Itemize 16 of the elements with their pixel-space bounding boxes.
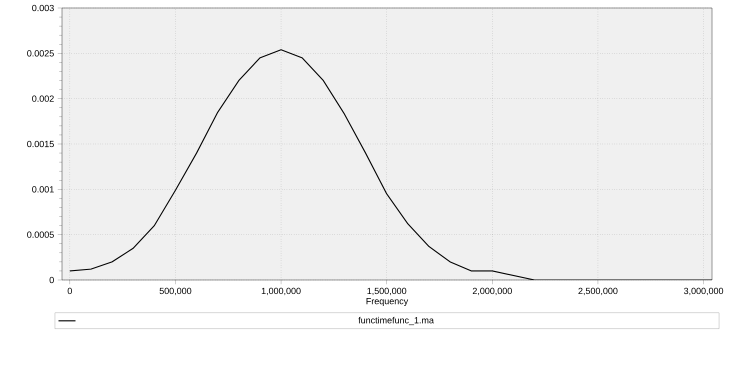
y-tick-label: 0.002 xyxy=(32,95,54,102)
x-tick-label: 500,000 xyxy=(160,288,192,296)
y-tick-label: 0.0025 xyxy=(27,50,54,57)
y-tick-label: 0 xyxy=(50,276,54,284)
x-axis-title: Frequency xyxy=(366,298,408,306)
x-tick-label: 3,000,000 xyxy=(684,288,724,296)
x-tick-label: 2,000,000 xyxy=(472,288,512,296)
y-tick-label: 0.003 xyxy=(32,4,54,12)
x-tick-label: 2,500,000 xyxy=(578,288,618,296)
x-tick-label: 1,500,000 xyxy=(367,288,406,296)
y-tick-label: 0.0015 xyxy=(27,140,54,148)
text: functimefunc_1.ma xyxy=(358,316,434,326)
y-tick-label: 0.0005 xyxy=(27,231,54,238)
x-tick-label: 0 xyxy=(68,288,72,294)
x-tick-label: 1,000,000 xyxy=(262,288,301,296)
y-tick-label: 0.001 xyxy=(32,186,54,193)
